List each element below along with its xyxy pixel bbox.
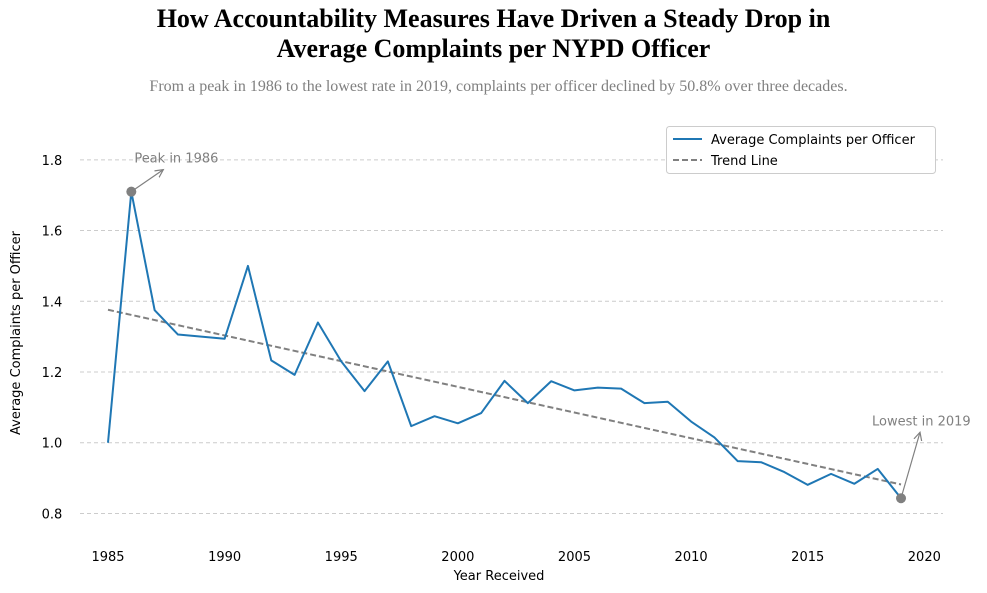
peak-annotation: Peak in 1986 (134, 152, 218, 167)
chart-title-line-2: Average Complaints per NYPD Officer (276, 34, 711, 63)
annotations: Peak in 1986 Lowest in 2019 (126, 152, 971, 504)
y-tick-label: 1.2 (42, 366, 63, 381)
low-annotation: Lowest in 2019 (872, 414, 971, 429)
y-tick-label: 1.6 (42, 225, 63, 240)
x-tick-labels: 1985 1990 1995 2000 2005 2010 2015 2020 (91, 550, 940, 565)
x-tick-label: 1990 (208, 550, 241, 565)
chart-title: How Accountability Measures Have Driven … (0, 4, 987, 64)
x-tick-label: 2000 (441, 550, 474, 565)
x-tick-label: 1985 (91, 550, 124, 565)
legend-box (666, 126, 936, 174)
x-tick-label: 2015 (791, 550, 824, 565)
x-axis-label: Year Received (453, 569, 545, 584)
chart-title-line-1: How Accountability Measures Have Driven … (156, 4, 831, 33)
legend: Average Complaints per Officer Trend Lin… (666, 126, 936, 174)
chart-subtitle: From a peak in 1986 to the lowest rate i… (149, 78, 848, 95)
x-tick-label: 2005 (558, 550, 591, 565)
x-tick-label: 2010 (675, 550, 708, 565)
series-line-complaints (106, 190, 902, 499)
y-tick-label: 1.0 (42, 437, 63, 452)
y-tick-labels: 0.8 1.0 1.2 1.4 1.6 1.8 (42, 154, 63, 523)
legend-label-series: Average Complaints per Officer (711, 133, 916, 148)
y-tick-label: 0.8 (42, 507, 63, 522)
y-axis-label: Average Complaints per Officer (9, 230, 24, 435)
legend-label-trend: Trend Line (710, 154, 778, 169)
peak-marker (126, 186, 137, 197)
low-marker (896, 493, 907, 504)
y-tick-label: 1.8 (42, 154, 63, 169)
trend-line (107, 308, 902, 486)
x-tick-label: 2020 (908, 550, 941, 565)
peak-arrow (130, 170, 163, 193)
x-tick-label: 1995 (325, 550, 358, 565)
grid-lines (80, 159, 943, 514)
low-arrow (900, 432, 920, 499)
y-tick-label: 1.4 (42, 295, 63, 310)
series-layer (106, 190, 902, 499)
